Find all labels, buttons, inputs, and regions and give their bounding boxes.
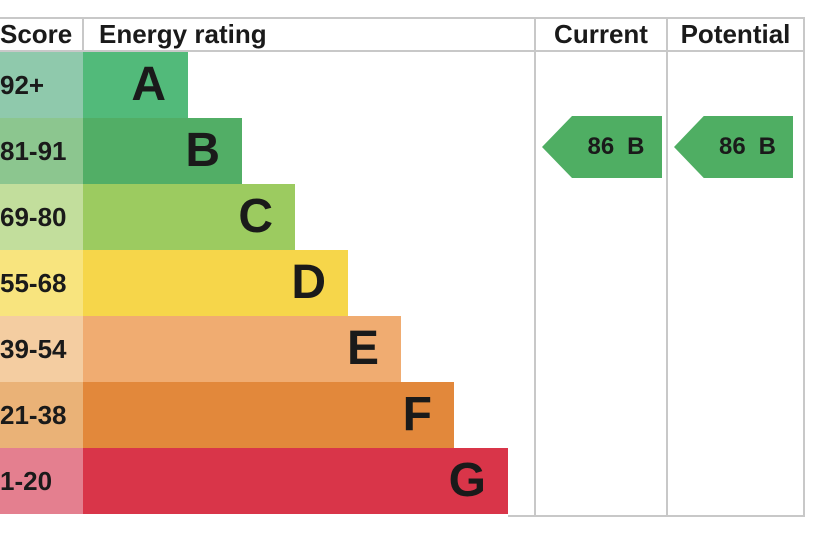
band-bar-g: G [83, 448, 508, 514]
band-bar-c: C [83, 184, 295, 250]
current-rating-arrow: 86 B [542, 116, 662, 178]
score-range-c: 69-80 [0, 184, 83, 250]
potential-rating-arrow: 86 B [674, 116, 793, 178]
table-top-border [0, 17, 805, 19]
current-column-right-border [666, 17, 668, 517]
current-header: Current [554, 19, 648, 49]
score-range-g: 1-20 [0, 448, 83, 514]
potential-rating-letter: B [758, 133, 777, 160]
potential-header: Potential [680, 19, 791, 49]
band-bar-b: B [83, 118, 242, 184]
score-range-f: 21-38 [0, 382, 83, 448]
score-column-border [82, 17, 84, 52]
score-range-d: 55-68 [0, 250, 83, 316]
band-bar-a: A [83, 52, 188, 118]
band-bar-f: F [83, 382, 454, 448]
current-rating-value: 86 [587, 133, 615, 160]
table-right-border [803, 17, 805, 517]
score-range-b: 81-91 [0, 118, 83, 184]
table-bottom-border [508, 515, 805, 517]
energy-rating-header: Energy rating [99, 19, 267, 49]
current-rating-letter: B [627, 133, 645, 160]
current-column-left-border [534, 17, 536, 517]
score-range-e: 39-54 [0, 316, 83, 382]
header-bottom-border [0, 50, 805, 52]
band-bar-d: D [83, 250, 348, 316]
score-range-a: 92+ [0, 52, 83, 118]
band-bar-e: E [83, 316, 401, 382]
score-header: Score [0, 19, 73, 49]
potential-rating-value: 86 [718, 133, 746, 160]
